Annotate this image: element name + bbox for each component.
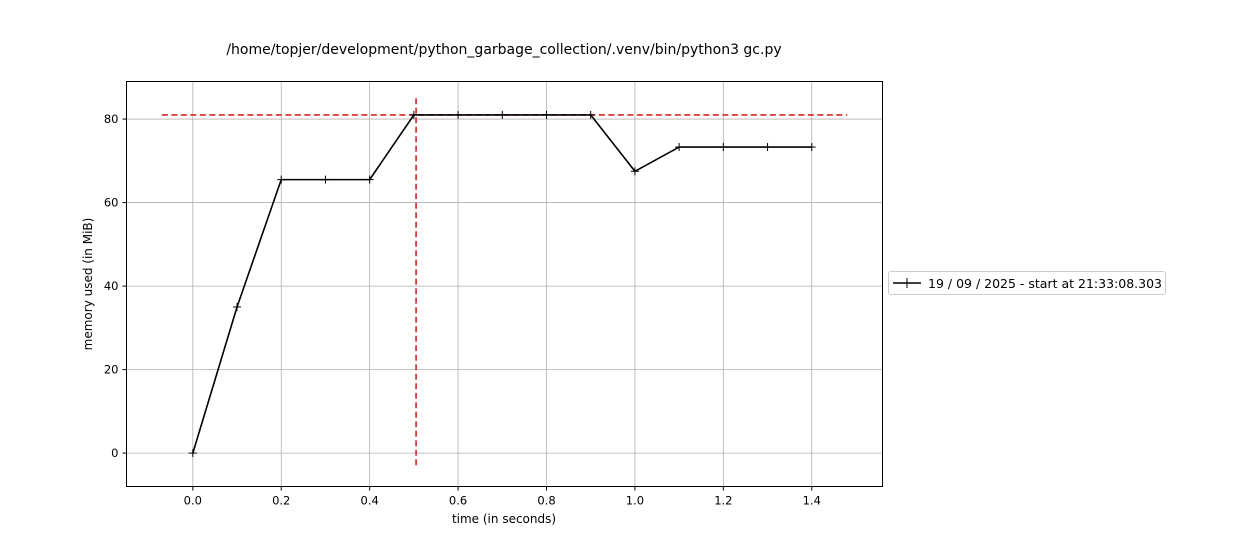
x-axis-ticks: 0.0 0.2 0.4 0.6 0.8 1.0 1.2 1.4	[184, 486, 821, 508]
data-point-marker	[454, 110, 463, 119]
series-line	[192, 114, 812, 454]
data-point-marker	[586, 110, 595, 119]
y-tick-label: 20	[104, 363, 119, 377]
chart-title: /home/topjer/development/python_garbage_…	[226, 42, 781, 58]
data-point-marker	[321, 175, 330, 184]
y-tick-label: 80	[104, 112, 119, 126]
x-tick-label: 0.8	[537, 494, 555, 508]
data-point-marker	[188, 449, 197, 458]
x-axis-label: time (in seconds)	[452, 512, 556, 526]
x-tick-label: 0.2	[272, 494, 290, 508]
x-tick-label: 1.0	[626, 494, 644, 508]
y-axis-ticks: 0 20 40 60 80	[104, 112, 127, 460]
annotation-lines	[161, 98, 848, 468]
x-tick-label: 1.4	[803, 494, 821, 508]
legend: 19 / 09 / 2025 - start at 21:33:08.303	[888, 271, 1166, 295]
x-tick-label: 0.6	[449, 494, 467, 508]
data-point-marker	[498, 110, 507, 119]
y-tick-label: 0	[111, 446, 118, 460]
data-point-marker	[233, 302, 242, 311]
data-point-marker	[365, 175, 374, 184]
x-tick-label: 0.4	[361, 494, 379, 508]
grid-lines	[126, 81, 883, 487]
data-point-marker	[807, 143, 816, 152]
data-point-marker	[763, 143, 772, 152]
x-tick-label: 1.2	[714, 494, 732, 508]
data-point-marker	[719, 143, 728, 152]
data-point-marker	[675, 143, 684, 152]
data-point-marker	[409, 110, 418, 119]
legend-label: 19 / 09 / 2025 - start at 21:33:08.303	[928, 276, 1162, 291]
data-point-marker	[630, 167, 639, 176]
legend-line-marker-icon	[893, 278, 921, 288]
series-layer	[188, 110, 816, 458]
data-point-marker	[277, 175, 286, 184]
x-tick-label: 0.0	[184, 494, 202, 508]
y-tick-label: 60	[104, 196, 119, 210]
y-tick-label: 40	[104, 279, 119, 293]
plot-frame	[126, 81, 883, 487]
y-axis-label: memory used (in MiB)	[81, 218, 95, 351]
data-point-marker	[542, 110, 551, 119]
